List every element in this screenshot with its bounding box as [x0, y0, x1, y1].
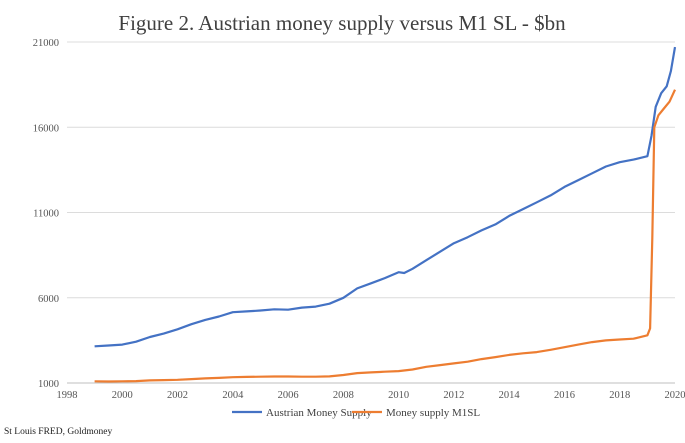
series-line-1: [94, 46, 677, 348]
x-tick-label: 2010: [388, 390, 409, 401]
x-tick-label: 1998: [57, 390, 78, 401]
y-tick-label: 21000: [33, 38, 59, 49]
x-tick-label: 2002: [167, 390, 188, 401]
legend-label-1: Austrian Money Supply: [266, 407, 372, 419]
legend-label-2: Money supply M1SL: [386, 407, 480, 419]
series-line-2: [94, 89, 676, 383]
gridlines: [67, 41, 675, 384]
legend: Austrian Money Supply Money supply M1SL: [232, 407, 480, 419]
y-axis: 1000 6000 11000 16000 21000: [33, 38, 59, 390]
x-axis: 1998 2000 2002 2004 2006 2008 2010 2012 2014 2016…: [57, 390, 685, 401]
x-tick-label: 2020: [665, 390, 685, 401]
source-note: St Louis FRED, Goldmoney: [4, 427, 113, 437]
x-tick-label: 2008: [333, 390, 354, 401]
series-lines: [94, 46, 677, 383]
y-tick-label: 6000: [38, 294, 59, 305]
x-tick-label: 2012: [443, 390, 464, 401]
x-tick-label: 2016: [554, 390, 575, 401]
y-tick-label: 1000: [38, 379, 59, 390]
x-tick-label: 2014: [499, 390, 521, 401]
x-tick-label: 2000: [112, 390, 133, 401]
y-tick-label: 16000: [33, 123, 59, 134]
x-tick-label: 2006: [278, 390, 299, 401]
x-tick-label: 2018: [609, 390, 630, 401]
chart-title: Figure 2. Austrian money supply versus M…: [118, 11, 566, 35]
y-tick-label: 11000: [33, 209, 59, 220]
x-tick-label: 2004: [222, 390, 244, 401]
